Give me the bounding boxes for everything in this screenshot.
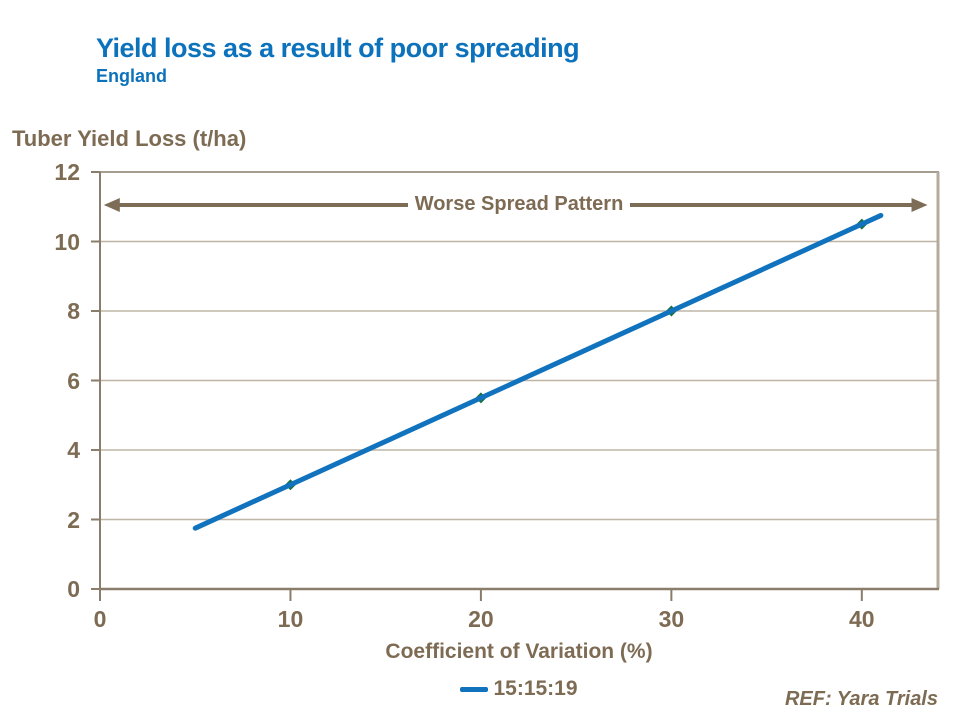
x-tick-label: 0 — [93, 606, 107, 632]
legend-label: 15:15:19 — [493, 677, 578, 700]
x-tick-label: 10 — [277, 606, 304, 632]
y-axis-title: Tuber Yield Loss (t/ha) — [12, 126, 247, 151]
y-tick-label: 2 — [67, 506, 80, 533]
x-tick-label: 30 — [658, 606, 685, 632]
y-tick-label: 12 — [54, 159, 80, 185]
page-title: Yield loss as a result of poor spreading — [96, 33, 580, 63]
x-tick-label: 20 — [468, 606, 494, 632]
y-tick-label: 8 — [67, 298, 80, 324]
ref-note: REF: Yara Trials — [784, 688, 938, 710]
x-axis-title: Coefficient of Variation (%) — [385, 640, 653, 663]
y-tick-label: 0 — [67, 576, 80, 602]
y-tick-label: 10 — [54, 228, 80, 255]
annotation-label-row: Worse Spread Pattern — [100, 191, 938, 217]
series-line — [192, 212, 884, 531]
y-tick-label: 6 — [67, 367, 80, 394]
annotation-label: Worse Spread Pattern — [407, 191, 631, 217]
y-tick-label: 4 — [67, 437, 80, 463]
spread-arrow-head-right — [911, 198, 928, 213]
x-tick-label: 40 — [849, 606, 875, 632]
page-subtitle: England — [96, 66, 167, 86]
legend-line-icon — [460, 686, 489, 692]
title-block: Yield loss as a result of poor spreading… — [96, 33, 580, 87]
spread-arrow-head-left — [103, 198, 120, 213]
legend: 15:15:19 — [100, 677, 938, 701]
